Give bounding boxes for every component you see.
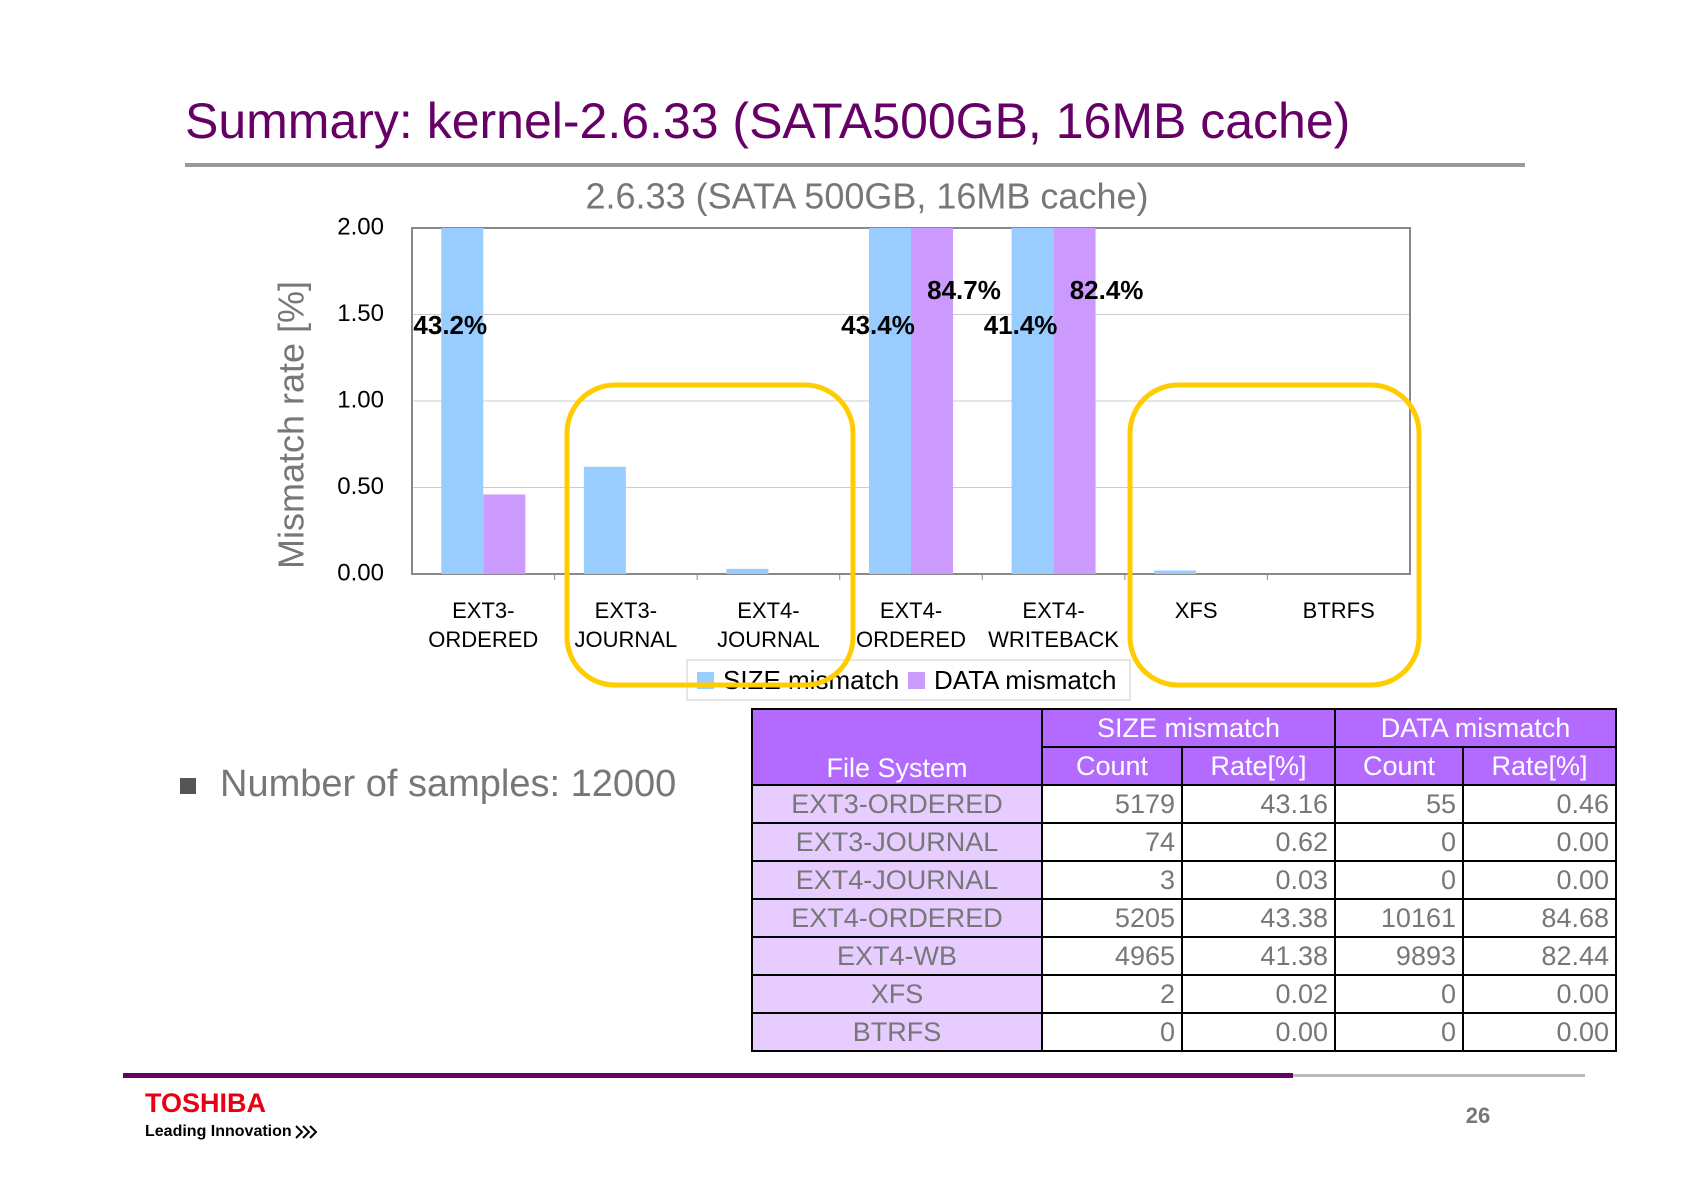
bullet-text: Number of samples: 12000 bbox=[220, 763, 676, 805]
y-tick-label: 0.00 bbox=[337, 559, 384, 586]
table-cell: 0.03 bbox=[1181, 860, 1336, 900]
table-cell: 2 bbox=[1041, 974, 1183, 1014]
table-cell: 43.38 bbox=[1181, 898, 1336, 938]
bar bbox=[583, 466, 626, 574]
table-row: XFS 2 0.02 0 0.00 bbox=[751, 974, 1617, 1014]
x-tick-label: EXT4-ORDERED bbox=[856, 598, 966, 652]
x-tick-label: EXT3-JOURNAL bbox=[575, 598, 678, 652]
y-tick-label: 1.50 bbox=[337, 300, 384, 327]
chart-title: 2.6.33 (SATA 500GB, 16MB cache) bbox=[586, 176, 1149, 217]
header-cell: Rate[%] bbox=[1181, 746, 1336, 786]
legend-label: SIZE mismatch bbox=[723, 665, 899, 695]
table-cell: 0.00 bbox=[1462, 1012, 1617, 1052]
table-cell: 82.44 bbox=[1462, 936, 1617, 976]
table-row: EXT4-ORDERED 5205 43.38 10161 84.68 bbox=[751, 898, 1617, 938]
file-system-cell: EXT4-WB bbox=[751, 936, 1043, 976]
bar bbox=[1011, 228, 1054, 574]
table-cell: 0.02 bbox=[1181, 974, 1336, 1014]
table-cell: 0 bbox=[1334, 974, 1464, 1014]
table-cell: 5205 bbox=[1041, 898, 1183, 938]
footer-rule-gray bbox=[1293, 1074, 1585, 1077]
legend-swatch bbox=[908, 672, 925, 689]
table-cell: 10161 bbox=[1334, 898, 1464, 938]
bar bbox=[726, 568, 769, 574]
bullet-marker bbox=[180, 778, 196, 794]
table-row: EXT4-JOURNAL 3 0.03 0 0.00 bbox=[751, 860, 1617, 900]
header-group: DATA mismatch bbox=[1334, 708, 1617, 748]
table-cell: 43.16 bbox=[1181, 784, 1336, 824]
legend-label: DATA mismatch bbox=[934, 665, 1117, 695]
file-system-cell: EXT4-ORDERED bbox=[751, 898, 1043, 938]
table-row: EXT3-ORDERED 5179 43.16 55 0.46 bbox=[751, 784, 1617, 824]
table-cell: 74 bbox=[1041, 822, 1183, 862]
table-cell: 0 bbox=[1334, 822, 1464, 862]
highlight-box bbox=[564, 382, 856, 688]
table-row: EXT4-WB 4965 41.38 9893 82.44 bbox=[751, 936, 1617, 976]
table-cell: 0 bbox=[1041, 1012, 1183, 1052]
table-row: Count Rate[%] Count Rate[%] bbox=[752, 746, 1617, 786]
title-rule bbox=[185, 163, 1525, 167]
x-tick-label: EXT4-WRITEBACK bbox=[988, 598, 1119, 652]
table-cell: 0.00 bbox=[1462, 974, 1617, 1014]
tagline-arrows bbox=[295, 1125, 318, 1139]
table-row: EXT3-JOURNAL 74 0.62 0 0.00 bbox=[751, 822, 1617, 862]
brand: TOSHIBA bbox=[145, 1088, 266, 1118]
chart: 0.00 0.50 1.00 1.50 2.00 EXT3-ORDERED 43.2% EXT… bbox=[337, 213, 1411, 701]
table-cell: 0.00 bbox=[1462, 860, 1617, 900]
file-system-cell: XFS bbox=[751, 974, 1043, 1014]
data-label: 82.4% bbox=[1070, 275, 1144, 305]
table-cell: 41.38 bbox=[1181, 936, 1336, 976]
x-tick-label: BTRFS bbox=[1303, 598, 1375, 623]
table-cell: 0.00 bbox=[1462, 822, 1617, 862]
y-axis-label: Mismatch rate [%] bbox=[271, 281, 312, 569]
file-system-cell: BTRFS bbox=[751, 1012, 1043, 1052]
results-table: File System SIZE mismatch DATA mismatch Cou… bbox=[751, 708, 1617, 1052]
table-cell: 5179 bbox=[1041, 784, 1183, 824]
table-cell: 0.46 bbox=[1462, 784, 1617, 824]
file-system-cell: EXT3-JOURNAL bbox=[751, 822, 1043, 862]
x-tick-label: XFS bbox=[1175, 598, 1218, 623]
table-cell: 3 bbox=[1041, 860, 1183, 900]
table-cell: 84.68 bbox=[1462, 898, 1617, 938]
page-number: 26 bbox=[1466, 1103, 1490, 1128]
table-cell: 0.62 bbox=[1181, 822, 1336, 862]
header-cell: Rate[%] bbox=[1462, 746, 1617, 786]
table-cell: 0 bbox=[1334, 1012, 1464, 1052]
bar bbox=[1053, 228, 1096, 574]
table-cell: 4965 bbox=[1041, 936, 1183, 976]
highlight-box bbox=[1127, 382, 1422, 688]
header-cell: Count bbox=[1334, 746, 1464, 786]
footer-rule bbox=[123, 1073, 1293, 1078]
x-tick-label: EXT3-ORDERED bbox=[428, 598, 538, 652]
y-tick-label: 0.50 bbox=[337, 473, 384, 500]
table-cell: 55 bbox=[1334, 784, 1464, 824]
tagline: Leading Innovation bbox=[145, 1123, 292, 1140]
bar bbox=[911, 228, 953, 574]
data-label: 43.2% bbox=[413, 310, 487, 340]
table-cell: 0 bbox=[1334, 860, 1464, 900]
y-tick-label: 2.00 bbox=[337, 213, 384, 240]
table-cell: 0.00 bbox=[1181, 1012, 1336, 1052]
bar bbox=[1154, 570, 1197, 574]
y-tick-label: 1.00 bbox=[337, 386, 384, 413]
table-cell: 9893 bbox=[1334, 936, 1464, 976]
header-group: SIZE mismatch bbox=[1041, 708, 1336, 748]
data-label: 41.4% bbox=[984, 310, 1058, 340]
data-label: 43.4% bbox=[841, 310, 915, 340]
file-system-cell: EXT4-JOURNAL bbox=[751, 860, 1043, 900]
x-tick-label: EXT4-JOURNAL bbox=[717, 598, 820, 652]
bar bbox=[441, 228, 484, 574]
bars bbox=[441, 228, 1197, 574]
bar bbox=[483, 494, 526, 574]
header-cell: File System bbox=[751, 708, 1043, 786]
slide-title: Summary: kernel-2.6.33 (SATA500GB, 16MB … bbox=[185, 93, 1350, 149]
data-label: 84.7% bbox=[927, 275, 1001, 305]
file-system-cell: EXT3-ORDERED bbox=[751, 784, 1043, 824]
header-cell: Count bbox=[1041, 746, 1183, 786]
table-row: BTRFS 0 0.00 0 0.00 bbox=[751, 1012, 1617, 1052]
table-row: File System SIZE mismatch DATA mismatch bbox=[751, 708, 1617, 786]
bar bbox=[869, 228, 911, 574]
